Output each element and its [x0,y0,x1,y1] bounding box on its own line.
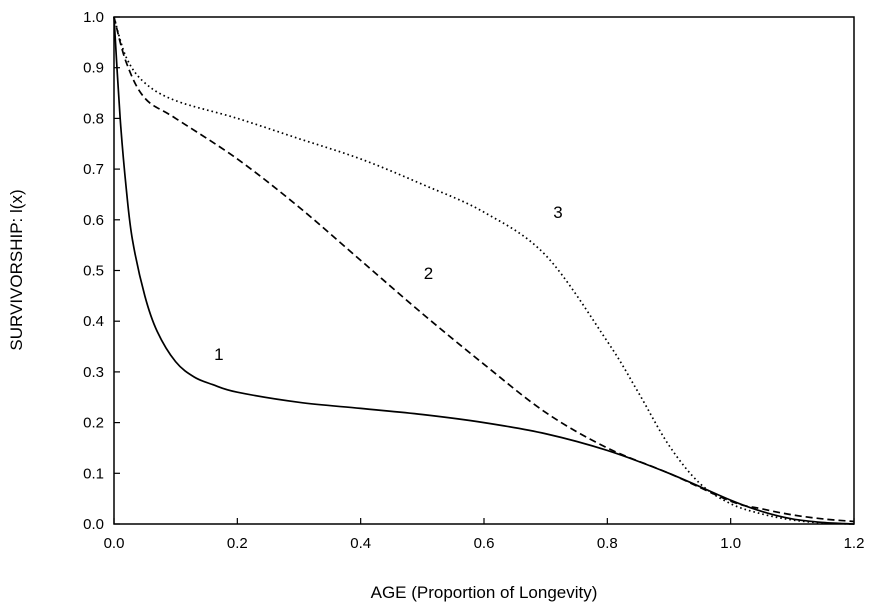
y-tick-label: 0.1 [83,465,104,482]
y-tick-label: 0.0 [83,516,104,533]
series-1-label: 1 [214,345,223,364]
y-tick-label: 0.9 [83,60,104,77]
x-axis-label: AGE (Proportion of Longevity) [371,583,598,602]
y-tick-label: 0.2 [83,415,104,432]
y-tick-label: 1.0 [83,9,104,26]
x-tick-label: 0.8 [597,535,618,552]
series-3-line [113,16,855,525]
y-tick-label: 0.4 [83,313,104,330]
series-2-line [113,16,855,523]
y-tick-label: 0.5 [83,263,104,280]
x-tick-label: 0.6 [474,535,495,552]
x-axis-ticks: 0.0 0.2 0.4 0.6 0.8 1.0 1.2 [104,518,865,552]
curve-labels: 1 2 3 [214,203,563,364]
y-tick-label: 0.6 [83,212,104,229]
series-layer [113,16,855,525]
plot-frame [113,16,855,525]
x-tick-label: 0.0 [104,535,125,552]
y-axis-label: SURVIVORSHIP: l(x) [7,189,26,350]
y-tick-label: 0.7 [83,161,104,178]
series-1-line [113,16,855,525]
x-tick-label: 1.0 [720,535,741,552]
series-2-label: 2 [424,264,433,283]
y-tick-label: 0.8 [83,110,104,127]
x-tick-label: 1.2 [844,535,865,552]
x-tick-label: 0.2 [227,535,248,552]
x-tick-label: 0.4 [350,535,371,552]
y-axis-ticks: 0.0 0.1 0.2 0.3 0.4 0.5 0.6 0.7 0.8 0.9 1.0 [83,9,120,533]
series-3-label: 3 [553,203,562,222]
y-tick-label: 0.3 [83,364,104,381]
